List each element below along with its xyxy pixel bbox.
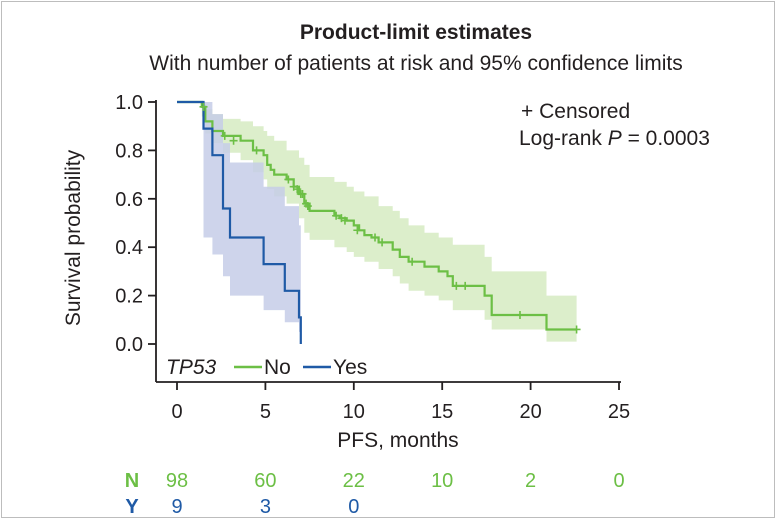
logrank-note: Log-rank P = 0.0003 xyxy=(519,127,710,150)
y-tick-label: 1.0 xyxy=(115,92,143,114)
x-tick-label: 0 xyxy=(171,401,182,423)
logrank-p: P xyxy=(608,127,622,150)
legend-title: TP53 xyxy=(166,356,217,379)
risk-count: 0 xyxy=(613,470,624,492)
chart-title: Product-limit estimates xyxy=(300,21,532,44)
y-tick-label: 0.6 xyxy=(115,189,143,211)
censor-mark-no xyxy=(408,257,417,266)
y-tick-label: 0.0 xyxy=(115,334,143,356)
censor-mark-no xyxy=(199,102,208,111)
x-tick-label: 10 xyxy=(343,401,365,423)
censor-mark-no xyxy=(515,310,524,319)
x-tick-label: 25 xyxy=(608,401,630,423)
censor-mark-no xyxy=(284,175,293,184)
risk-count: 2 xyxy=(525,470,536,492)
logrank-value: = 0.0003 xyxy=(622,127,710,150)
legend-label-yes: Yes xyxy=(333,356,367,379)
survival-curve-yes xyxy=(177,100,302,344)
censor-mark-no xyxy=(353,226,362,235)
censor-mark-no xyxy=(220,131,229,140)
logrank-prefix: Log-rank xyxy=(519,127,608,150)
risk-count: 3 xyxy=(260,496,271,518)
censor-mark-no xyxy=(371,233,380,242)
risk-count: 9 xyxy=(171,496,182,518)
risk-count: 22 xyxy=(343,470,365,492)
y-axis-label: Survival probability xyxy=(62,149,85,326)
risk-row-label-n: N xyxy=(125,470,139,492)
risk-count: 98 xyxy=(166,470,188,492)
censored-note: + Censored xyxy=(521,100,630,123)
censor-markers xyxy=(199,102,581,334)
censor-mark-no xyxy=(298,189,307,198)
censor-mark-no xyxy=(252,146,261,155)
y-tick-label: 0.2 xyxy=(115,286,143,308)
survival-curves xyxy=(177,100,577,344)
y-tick-label: 0.8 xyxy=(115,140,143,162)
ci-band-no xyxy=(177,102,577,342)
survival-curve-no xyxy=(177,100,577,331)
censor-mark-no xyxy=(461,281,470,290)
risk-row-label-y: Y xyxy=(125,496,139,518)
x-axis-label: PFS, months xyxy=(337,429,458,452)
legend-label-no: No xyxy=(264,356,291,379)
ci-band-yes xyxy=(177,102,301,344)
censor-mark-no xyxy=(572,325,581,334)
risk-table: N 98 60 22 10 2 0 Y 9 3 0 xyxy=(125,470,625,518)
censor-mark-no xyxy=(340,216,349,225)
axes: 0.0 0.2 0.4 0.6 0.8 1.0 0 5 10 15 20 25 xyxy=(115,92,630,423)
censor-mark-no xyxy=(293,185,302,194)
chart-subtitle: With number of patients at risk and 95% … xyxy=(149,52,682,75)
confidence-bands xyxy=(177,102,577,344)
censor-mark-no xyxy=(332,211,341,220)
censor-mark-no xyxy=(303,202,312,211)
legend: TP53 No Yes xyxy=(166,356,367,379)
censor-mark-no xyxy=(229,136,238,145)
y-tick-label: 0.4 xyxy=(115,237,143,259)
x-tick-label: 5 xyxy=(260,401,271,423)
censor-mark-no xyxy=(378,238,387,247)
risk-count: 0 xyxy=(348,496,359,518)
censor-mark-no xyxy=(452,281,461,290)
risk-count: 60 xyxy=(254,470,276,492)
risk-count: 10 xyxy=(431,470,453,492)
x-tick-label: 20 xyxy=(519,401,541,423)
x-tick-label: 15 xyxy=(431,401,453,423)
